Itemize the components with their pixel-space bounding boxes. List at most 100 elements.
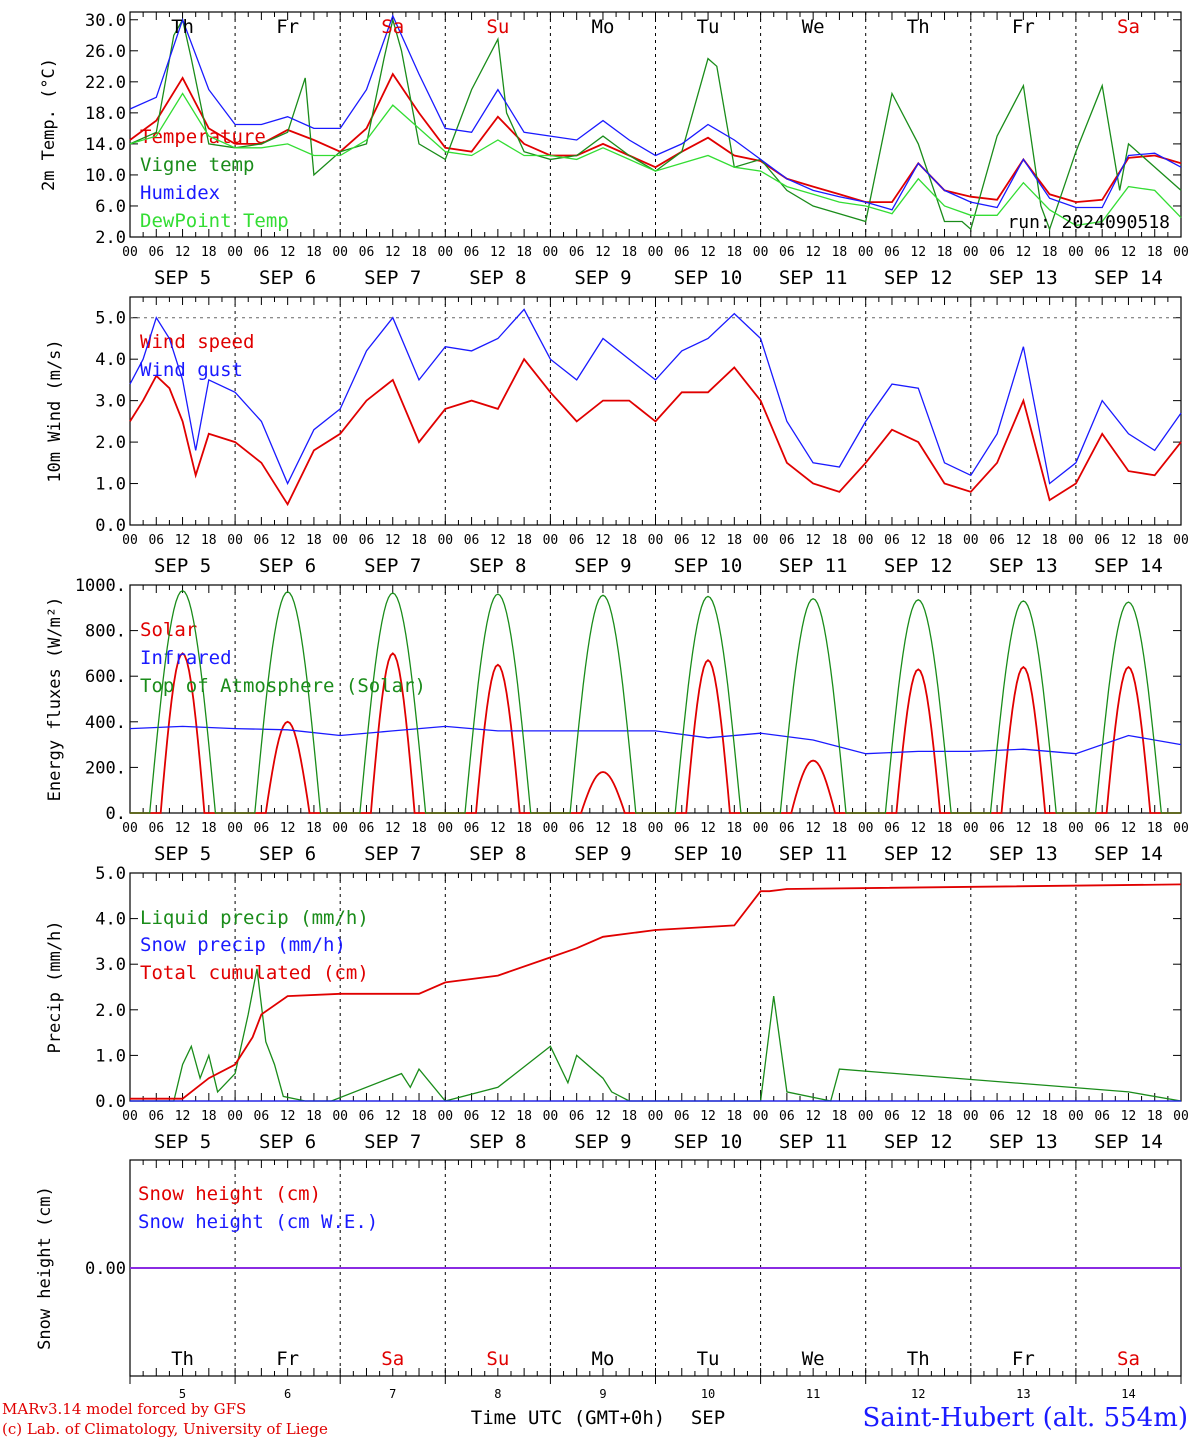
hour-tick-label: 00 bbox=[543, 533, 559, 548]
hour-tick-label: 18 bbox=[1147, 821, 1163, 836]
date-label: SEP 13 bbox=[989, 1131, 1058, 1153]
legend-red: Solar bbox=[140, 619, 197, 641]
day-number-label: 5 bbox=[179, 1387, 186, 1401]
series-line-blue bbox=[129, 308, 1182, 486]
y-axis-label: 10m Wind (m/s) bbox=[45, 339, 65, 482]
hour-tick-label: 00 bbox=[437, 1109, 453, 1124]
hour-tick-label: 18 bbox=[1042, 1109, 1058, 1124]
weekday-label: Su bbox=[486, 1348, 509, 1370]
hour-tick-label: 00 bbox=[858, 1109, 874, 1124]
hour-tick-label: 00 bbox=[858, 533, 874, 548]
legend-blue: Snow height (cm W.E.) bbox=[138, 1211, 378, 1233]
hour-tick-label: 18 bbox=[832, 245, 848, 260]
legend-green: Vigne temp bbox=[140, 154, 254, 176]
hour-tick-label: 18 bbox=[306, 245, 322, 260]
hour-tick-label: 18 bbox=[937, 821, 953, 836]
hour-tick-label: 06 bbox=[779, 533, 795, 548]
date-label: SEP 9 bbox=[574, 267, 631, 289]
series-line-lightgreen bbox=[129, 92, 1182, 227]
hour-tick-label: 06 bbox=[254, 533, 270, 548]
date-label: SEP 9 bbox=[574, 555, 631, 577]
y-tick-label: 3.0 bbox=[95, 392, 126, 412]
date-label: SEP 7 bbox=[364, 267, 421, 289]
y-axis-label: Snow height (cm) bbox=[35, 1186, 55, 1350]
hour-tick-label: 12 bbox=[175, 821, 191, 836]
y-tick-label: 4.0 bbox=[95, 350, 126, 370]
hour-tick-label: 00 bbox=[332, 245, 348, 260]
hour-tick-label: 00 bbox=[1173, 1109, 1189, 1124]
hour-tick-label: 18 bbox=[1042, 245, 1058, 260]
series-line-green bbox=[130, 589, 1181, 814]
hour-tick-label: 00 bbox=[122, 245, 138, 260]
legend-blue: Wind gust bbox=[140, 359, 243, 381]
hour-tick-label: 12 bbox=[910, 821, 926, 836]
day-number-label: 11 bbox=[806, 1387, 820, 1401]
hour-tick-label: 12 bbox=[490, 245, 506, 260]
hour-tick-label: 12 bbox=[700, 1109, 716, 1124]
hour-tick-label: 12 bbox=[490, 533, 506, 548]
y-tick-label: 0.00 bbox=[85, 1259, 126, 1279]
hour-tick-label: 12 bbox=[805, 245, 821, 260]
hour-tick-label: 06 bbox=[464, 1109, 480, 1124]
date-label: SEP 10 bbox=[674, 1131, 743, 1153]
hour-tick-label: 00 bbox=[227, 1109, 243, 1124]
weekday-label: Th bbox=[171, 16, 194, 38]
date-label: SEP 11 bbox=[779, 267, 848, 289]
hour-tick-label: 18 bbox=[621, 1109, 637, 1124]
date-label: SEP 8 bbox=[469, 843, 526, 865]
hour-tick-label: 06 bbox=[884, 245, 900, 260]
hour-tick-label: 06 bbox=[148, 821, 164, 836]
hour-tick-label: 12 bbox=[910, 533, 926, 548]
y-tick-label: 22.0 bbox=[85, 73, 126, 93]
series-line-red bbox=[129, 357, 1182, 507]
weekday-label: Mo bbox=[592, 1348, 615, 1370]
hour-tick-label: 00 bbox=[753, 245, 769, 260]
hour-tick-label: 12 bbox=[385, 533, 401, 548]
y-axis-label: 2m Temp. (°C) bbox=[39, 58, 59, 191]
hour-tick-label: 00 bbox=[332, 533, 348, 548]
hour-tick-label: 06 bbox=[989, 1109, 1005, 1124]
date-label: SEP 12 bbox=[884, 267, 953, 289]
hour-tick-label: 12 bbox=[595, 245, 611, 260]
hour-tick-label: 12 bbox=[1121, 245, 1137, 260]
hour-tick-label: 00 bbox=[963, 245, 979, 260]
hour-tick-label: 00 bbox=[753, 821, 769, 836]
hour-tick-label: 12 bbox=[175, 1109, 191, 1124]
hour-tick-label: 18 bbox=[516, 821, 532, 836]
hour-tick-label: 00 bbox=[227, 821, 243, 836]
hour-tick-label: 00 bbox=[332, 1109, 348, 1124]
hour-tick-label: 00 bbox=[1173, 821, 1189, 836]
hour-tick-label: 12 bbox=[1016, 821, 1032, 836]
hour-tick-label: 06 bbox=[464, 533, 480, 548]
hour-tick-label: 18 bbox=[726, 533, 742, 548]
hour-tick-label: 18 bbox=[937, 1109, 953, 1124]
hour-tick-label: 00 bbox=[648, 1109, 664, 1124]
hour-tick-label: 00 bbox=[1068, 245, 1084, 260]
hour-tick-label: 18 bbox=[937, 245, 953, 260]
hour-tick-label: 06 bbox=[359, 533, 375, 548]
hour-tick-label: 00 bbox=[963, 821, 979, 836]
hour-tick-label: 06 bbox=[148, 1109, 164, 1124]
date-label: SEP 14 bbox=[1094, 843, 1163, 865]
hour-tick-label: 00 bbox=[122, 1109, 138, 1124]
station-title: Saint-Hubert (alt. 554m) bbox=[862, 1403, 1188, 1433]
date-label: SEP 13 bbox=[989, 555, 1058, 577]
weekday-label: Th bbox=[907, 16, 930, 38]
hour-tick-label: 06 bbox=[779, 1109, 795, 1124]
hour-tick-label: 18 bbox=[306, 1109, 322, 1124]
date-label: SEP 5 bbox=[154, 555, 211, 577]
hour-tick-label: 12 bbox=[490, 1109, 506, 1124]
hour-tick-label: 12 bbox=[1121, 1109, 1137, 1124]
weekday-label: We bbox=[802, 1348, 825, 1370]
hour-tick-label: 00 bbox=[437, 533, 453, 548]
day-number-label: 12 bbox=[911, 1387, 925, 1401]
date-label: SEP 8 bbox=[469, 267, 526, 289]
legend-green: Top of Atmosphere (Solar) bbox=[140, 675, 426, 697]
hour-tick-label: 00 bbox=[1068, 1109, 1084, 1124]
series-line-blue bbox=[129, 14, 1182, 211]
hour-tick-label: 12 bbox=[805, 533, 821, 548]
hour-tick-label: 12 bbox=[700, 821, 716, 836]
date-label: SEP 5 bbox=[154, 1131, 211, 1153]
weekday-label: Sa bbox=[381, 16, 404, 38]
